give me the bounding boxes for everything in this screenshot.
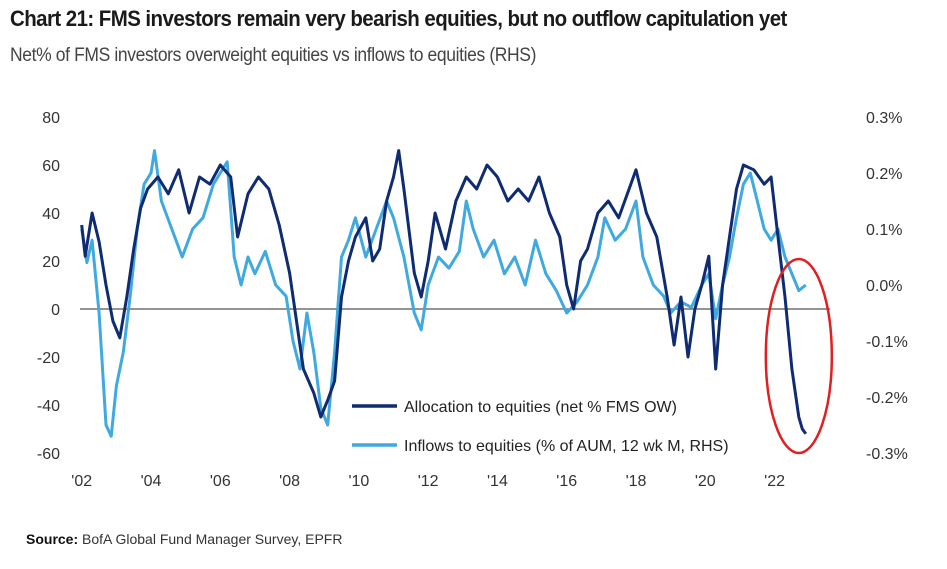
right-tick-label: -0.2% — [866, 390, 908, 407]
right-tick-label: 0.0% — [866, 278, 902, 295]
chart-title: Chart 21: FMS investors remain very bear… — [10, 6, 787, 31]
left-tick-label: -40 — [37, 398, 60, 415]
x-tick-label: '20 — [695, 473, 716, 490]
x-tick-label: '16 — [556, 473, 577, 490]
right-tick-label: 0.3% — [866, 110, 902, 127]
right-tick-label: 0.2% — [866, 166, 902, 183]
right-tick-label: -0.1% — [866, 334, 908, 351]
source-label: Source: — [26, 531, 79, 547]
legend: Allocation to equities (net % FMS OW) In… — [352, 399, 729, 455]
left-tick-label: 60 — [42, 158, 60, 175]
line-chart: 80 60 40 20 0 -20 -40 -60 0.3% 0.2% 0.1% 0.0% -0.1%… — [37, 110, 908, 490]
series-inflows-line — [80, 149, 807, 438]
x-tick-label: '08 — [279, 473, 300, 490]
right-axis-ticks: 0.3% 0.2% 0.1% 0.0% -0.1% -0.2% -0.3% — [866, 110, 908, 463]
left-tick-label: 0 — [51, 302, 60, 319]
left-tick-label: 80 — [42, 110, 60, 127]
left-axis-ticks: 80 60 40 20 0 -20 -40 -60 — [37, 110, 60, 463]
x-tick-label: '14 — [487, 473, 508, 490]
x-axis-ticks: '02 '04 '06 '08 '10 '12 '14 '16 '18 '20 '22 — [71, 473, 785, 490]
x-tick-label: '06 — [210, 473, 231, 490]
left-tick-label: 40 — [42, 206, 60, 223]
right-tick-label: -0.3% — [866, 446, 908, 463]
series-allocation-line — [80, 149, 808, 435]
x-tick-label: '02 — [71, 473, 92, 490]
x-tick-label: '22 — [764, 473, 785, 490]
x-tick-label: '12 — [418, 473, 439, 490]
source-note: Source: BofA Global Fund Manager Survey,… — [26, 531, 342, 547]
left-tick-label: -20 — [37, 350, 60, 367]
series-layer — [80, 149, 808, 438]
left-tick-label: 20 — [42, 254, 60, 271]
x-tick-label: '10 — [348, 473, 369, 490]
chart-subtitle: Net% of FMS investors overweight equitie… — [10, 45, 537, 66]
legend-label-allocation: Allocation to equities (net % FMS OW) — [404, 399, 677, 416]
legend-label-inflows: Inflows to equities (% of AUM, 12 wk M, … — [404, 438, 729, 455]
x-tick-label: '18 — [626, 473, 647, 490]
left-tick-label: -60 — [37, 446, 60, 463]
source-text: BofA Global Fund Manager Survey, EPFR — [82, 531, 343, 547]
right-tick-label: 0.1% — [866, 222, 902, 239]
x-tick-label: '04 — [141, 473, 162, 490]
highlight-circle — [764, 257, 834, 455]
